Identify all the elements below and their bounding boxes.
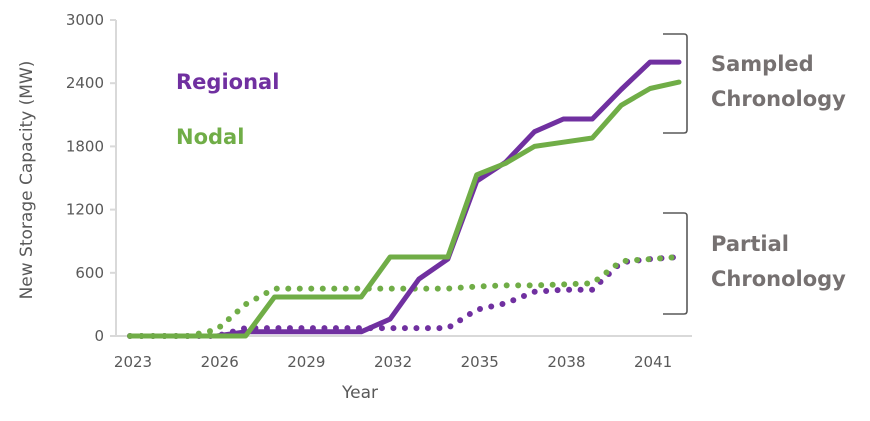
- x-tick-label: 2026: [201, 353, 239, 371]
- y-tick-label: 3000: [66, 11, 104, 29]
- y-tick-label: 2400: [66, 74, 104, 92]
- y-tick-label: 1800: [66, 137, 104, 155]
- x-tick-label: 2041: [634, 353, 672, 371]
- annotation-sampled-line1: Sampled: [711, 52, 814, 76]
- series-line-nodal-sampled-chronology: [127, 79, 682, 339]
- series-layer: [127, 59, 682, 339]
- x-tick-label: 2038: [547, 353, 585, 371]
- x-axis: 2023 2026 2029 2032 2035 2038 2041: [110, 335, 692, 371]
- annotation-sampled-line2: Chronology: [711, 87, 846, 111]
- annotation-partial-line1: Partial: [711, 232, 789, 256]
- legend-nodal: Nodal: [176, 125, 244, 149]
- y-axis-title: New Storage Capacity (MW): [17, 61, 37, 300]
- x-tick-label: 2035: [461, 353, 499, 371]
- annotation-partial-line2: Chronology: [711, 267, 846, 291]
- bracket-partial: [663, 212, 688, 315]
- bracket-sampled: [663, 33, 688, 134]
- series-line-nodal-partial-chronology: [127, 254, 682, 339]
- y-tick-label: 600: [75, 264, 104, 282]
- x-axis-title: Year: [341, 383, 378, 403]
- x-tick-label: 2032: [374, 353, 412, 371]
- y-tick-label: 1200: [66, 201, 104, 219]
- x-tick-label: 2029: [287, 353, 325, 371]
- y-tick-label: 0: [94, 327, 104, 345]
- y-axis: 0 600 1200 1800 2400 3000: [66, 11, 117, 345]
- legend-regional: Regional: [176, 70, 279, 94]
- series-line-regional-sampled-chronology: [127, 59, 682, 339]
- x-tick-label: 2023: [114, 353, 152, 371]
